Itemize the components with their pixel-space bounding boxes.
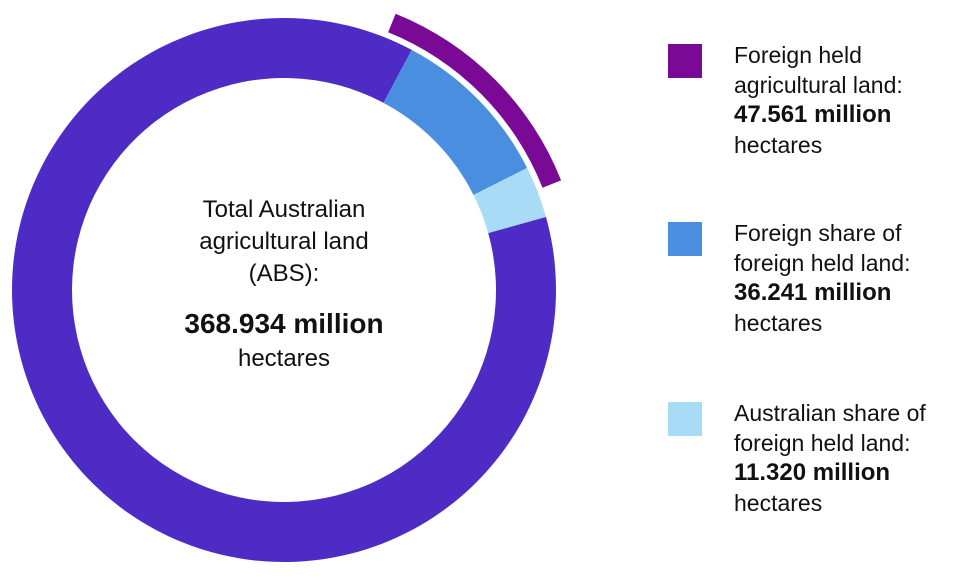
center-title-line2: agricultural land (199, 228, 368, 255)
legend-swatch-foreign-held (668, 44, 702, 78)
legend-unit: hectares (734, 310, 823, 336)
donut-chart: Total Australian agricultural land (ABS)… (12, 13, 562, 562)
center-title-line3: (ABS): (249, 260, 320, 287)
legend-label-line1: Australian share of (734, 400, 926, 426)
legend-swatch-foreign-share (668, 222, 702, 256)
legend-label-line1: Foreign held (734, 42, 862, 68)
donut-rings (12, 13, 562, 562)
legend-unit: hectares (734, 490, 823, 516)
center-total-unit: hectares (238, 345, 330, 372)
legend-swatch-australian-share (668, 402, 702, 436)
legend-label-line2: foreign held land: (734, 430, 911, 456)
legend-value: 47.561 million (734, 101, 892, 128)
donut-slice-foreign-share (383, 49, 528, 195)
center-total-value: 368.934 million (184, 308, 383, 339)
legend-label-line1: Foreign share of (734, 220, 902, 246)
legend-value: 11.320 million (734, 459, 891, 486)
donut-slice-australian-share (473, 168, 546, 234)
legend-value: 36.241 million (734, 279, 892, 306)
legend-label-line2: foreign held land: (734, 250, 911, 276)
legend-label-line2: agricultural land: (734, 72, 903, 98)
donut-outer-arc-foreign-held (388, 13, 562, 188)
legend-unit: hectares (734, 132, 823, 158)
center-title-line1: Total Australian (203, 196, 366, 223)
